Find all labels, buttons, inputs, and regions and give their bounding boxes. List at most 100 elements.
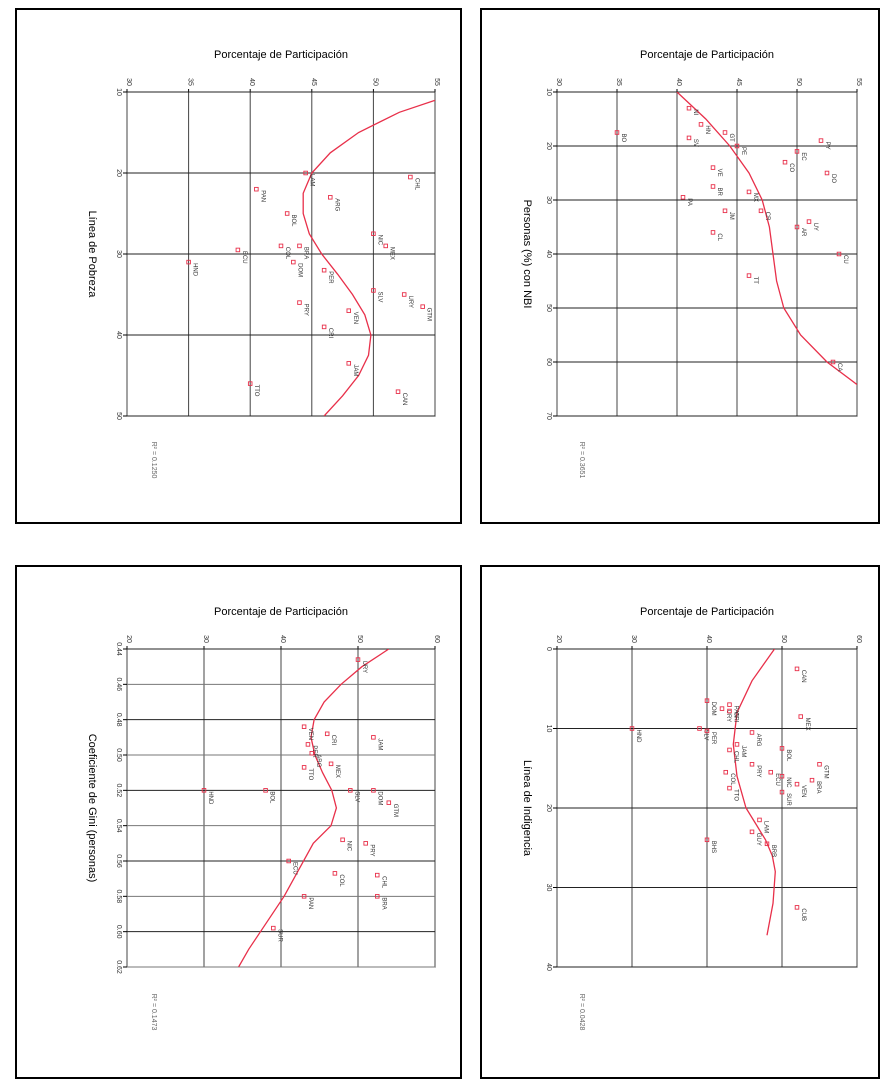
data-point-label: EC xyxy=(800,152,806,161)
data-point-label: PY xyxy=(824,142,830,150)
data-point-label: PE xyxy=(740,147,746,155)
trend-curve xyxy=(238,649,390,967)
data-point-label: GTM xyxy=(392,804,398,817)
data-point xyxy=(340,837,345,843)
data-point xyxy=(297,243,302,249)
data-point-label: SUR xyxy=(276,929,282,942)
data-point-label: GT xyxy=(728,134,734,143)
data-point xyxy=(303,170,308,176)
data-point-label: JM xyxy=(728,212,734,220)
data-point xyxy=(186,259,191,265)
data-point-label: ARG xyxy=(315,754,321,767)
data-point xyxy=(746,273,752,278)
data-point xyxy=(727,747,732,753)
y-tick-label: 0.44 xyxy=(115,642,122,656)
data-point-label: PER xyxy=(327,271,333,284)
data-point xyxy=(305,742,311,747)
data-point-label: CA xyxy=(836,363,842,371)
data-point xyxy=(408,174,413,180)
data-point xyxy=(794,781,800,787)
data-point xyxy=(698,122,704,127)
chart-svg-top-left: 30 35 40 45 50 55 10 20 30 40 50 Porcentaje de Part… xyxy=(86,49,440,478)
data-point-label: MEX xyxy=(804,718,810,731)
y-tick-label: 0.60 xyxy=(115,925,122,939)
data-point xyxy=(734,742,740,747)
data-point-label: CUB xyxy=(800,908,806,921)
x-tick-label: 40 xyxy=(279,635,286,643)
data-point-label: TTO xyxy=(253,385,259,397)
data-point xyxy=(830,359,836,365)
y-axis-label: Línea de Pobreza xyxy=(86,211,98,299)
data-point-label: PER xyxy=(710,732,716,745)
data-point xyxy=(278,243,284,249)
data-point-label: HND xyxy=(635,730,641,744)
r-squared-label: R² = 0.1473 xyxy=(150,994,157,1031)
y-axis-label: Coeficiente de Gini (personas) xyxy=(86,734,98,883)
x-tick-label: 35 xyxy=(615,78,622,86)
data-point-label: URY xyxy=(361,661,367,674)
chart-title: Porcentaje de Participación xyxy=(214,606,348,618)
data-point xyxy=(686,135,692,141)
data-point-label: BOL xyxy=(290,215,296,228)
data-point-label: CHL xyxy=(380,876,386,889)
data-point xyxy=(809,777,815,783)
data-point-label: HND xyxy=(207,791,213,805)
data-point xyxy=(328,761,334,767)
data-point-label: BOL xyxy=(269,791,275,804)
r-squared-label: R² = 0.3651 xyxy=(578,442,585,479)
data-point-label: CHL xyxy=(413,178,419,191)
data-point xyxy=(386,800,392,805)
data-point-label: ECU xyxy=(774,773,780,786)
data-point-label: SLV xyxy=(703,730,709,741)
y-tick-label: 50 xyxy=(115,412,122,420)
chart-title: Porcentaje de Participación xyxy=(214,49,348,61)
y-tick-label: 0.56 xyxy=(115,854,122,868)
y-tick-label: 30 xyxy=(545,196,552,204)
y-tick-label: 0.50 xyxy=(115,748,122,762)
trend-curve xyxy=(732,649,776,936)
data-point-label: CRI xyxy=(733,712,739,723)
y-tick-label: 0.62 xyxy=(115,960,122,974)
x-tick-label: 45 xyxy=(735,78,742,86)
x-tick-label: 60 xyxy=(433,635,440,643)
data-point xyxy=(704,837,710,843)
data-point-label: JAM xyxy=(740,745,746,757)
chart-panel-top-right: 30 35 40 45 50 55 10 20 30 40 50 60 70 Porcentaje de … xyxy=(480,8,880,524)
data-point-label: CL xyxy=(716,233,722,241)
data-point xyxy=(722,130,728,135)
data-point xyxy=(328,195,333,200)
data-point xyxy=(779,789,785,795)
chart-panel-bottom-left: 20 30 40 50 60 0.44 0.46 0.48 0.50 0.52 0.54 0.56 0.… xyxy=(15,565,462,1079)
x-tick-label: 40 xyxy=(705,635,712,643)
data-point-label: ECU xyxy=(292,862,298,875)
data-point xyxy=(768,769,774,775)
data-point xyxy=(710,230,716,235)
data-point xyxy=(375,872,380,878)
data-point-label: MEX xyxy=(389,247,395,260)
data-point-label: PAN xyxy=(259,190,265,202)
data-point xyxy=(798,714,804,719)
data-point xyxy=(297,300,302,305)
data-point-label: COL xyxy=(284,247,290,260)
data-point-label: TTO xyxy=(733,789,739,801)
data-point-label: SUR xyxy=(785,793,791,806)
y-tick-label: 20 xyxy=(545,804,552,812)
data-point-label: PA xyxy=(686,198,692,206)
chart-panel-top-left: 30 35 40 45 50 55 10 20 30 40 50 Porcentaje de Part… xyxy=(15,8,462,524)
data-point-label: CO xyxy=(788,163,794,172)
y-tick-label: 20 xyxy=(115,169,122,177)
data-point xyxy=(235,247,241,253)
y-tick-label: 10 xyxy=(115,88,122,96)
data-point-label: GTM xyxy=(823,765,829,778)
data-point xyxy=(254,186,259,192)
y-tick-label: 40 xyxy=(545,963,552,971)
y-tick-label: 10 xyxy=(545,725,552,733)
data-point xyxy=(301,894,307,899)
x-tick-label: 55 xyxy=(433,78,440,86)
data-point-label: BO xyxy=(620,134,626,143)
data-point-label: NIC xyxy=(346,841,352,852)
data-point-label: BRA xyxy=(302,247,308,259)
data-point-label: DOM xyxy=(710,702,716,716)
chart-panel-bottom-right: 20 30 40 50 60 0 10 20 30 40 Porcentaje de Partici… xyxy=(480,565,880,1079)
data-point xyxy=(704,698,710,703)
